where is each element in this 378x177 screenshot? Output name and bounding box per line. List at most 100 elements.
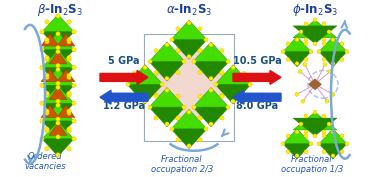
Circle shape — [56, 135, 60, 139]
Circle shape — [331, 154, 335, 158]
Text: $\beta$-In$_2$S$_3$: $\beta$-In$_2$S$_3$ — [37, 2, 83, 18]
Text: 8.0 GPa: 8.0 GPa — [236, 101, 278, 111]
Circle shape — [295, 154, 299, 158]
Circle shape — [192, 105, 196, 109]
Polygon shape — [309, 79, 321, 89]
Polygon shape — [215, 65, 251, 84]
Polygon shape — [42, 86, 74, 103]
Circle shape — [72, 30, 76, 34]
Circle shape — [322, 134, 326, 138]
Circle shape — [322, 114, 326, 118]
Polygon shape — [41, 34, 59, 46]
Circle shape — [176, 138, 180, 142]
Circle shape — [67, 75, 71, 80]
Circle shape — [176, 94, 180, 98]
Circle shape — [182, 59, 186, 64]
Circle shape — [40, 101, 44, 105]
Polygon shape — [42, 14, 74, 32]
Circle shape — [67, 73, 71, 78]
Circle shape — [56, 85, 60, 90]
Circle shape — [198, 116, 202, 120]
Circle shape — [304, 58, 308, 62]
Circle shape — [317, 50, 321, 54]
Circle shape — [209, 88, 213, 92]
Circle shape — [56, 14, 60, 18]
Circle shape — [317, 142, 321, 146]
Circle shape — [132, 71, 136, 76]
Circle shape — [165, 43, 169, 47]
Circle shape — [303, 62, 307, 67]
Circle shape — [304, 130, 308, 134]
Circle shape — [322, 130, 326, 134]
Circle shape — [56, 67, 60, 72]
Circle shape — [322, 58, 326, 62]
Circle shape — [67, 55, 71, 60]
Polygon shape — [42, 104, 74, 121]
Circle shape — [198, 48, 202, 53]
Circle shape — [45, 91, 49, 95]
Polygon shape — [319, 52, 347, 67]
Circle shape — [204, 38, 208, 42]
Text: $\phi$-In$_2$S$_3$: $\phi$-In$_2$S$_3$ — [292, 2, 338, 18]
Circle shape — [154, 71, 158, 76]
Circle shape — [340, 150, 344, 154]
Polygon shape — [149, 87, 185, 107]
Circle shape — [313, 42, 317, 46]
Circle shape — [226, 59, 230, 64]
Circle shape — [132, 93, 136, 97]
Polygon shape — [100, 70, 148, 84]
Circle shape — [72, 101, 76, 105]
Circle shape — [209, 76, 213, 81]
Polygon shape — [293, 118, 337, 136]
Circle shape — [72, 47, 76, 52]
Text: 1.2 GPa: 1.2 GPa — [103, 101, 145, 111]
Circle shape — [40, 30, 44, 34]
Polygon shape — [193, 107, 229, 127]
Polygon shape — [215, 84, 251, 104]
Circle shape — [67, 111, 71, 115]
Circle shape — [286, 134, 290, 138]
Circle shape — [187, 144, 191, 148]
Polygon shape — [293, 20, 337, 38]
Circle shape — [56, 103, 60, 107]
Polygon shape — [283, 144, 311, 159]
Circle shape — [345, 50, 349, 54]
Circle shape — [187, 110, 191, 114]
Circle shape — [56, 81, 60, 85]
Circle shape — [154, 48, 158, 53]
Polygon shape — [42, 139, 74, 156]
Polygon shape — [193, 62, 229, 81]
Circle shape — [322, 42, 326, 46]
Circle shape — [327, 30, 331, 34]
Circle shape — [187, 21, 191, 25]
Circle shape — [72, 65, 76, 70]
Polygon shape — [49, 52, 67, 64]
Circle shape — [231, 65, 235, 70]
Polygon shape — [42, 67, 74, 85]
Circle shape — [322, 38, 326, 42]
Polygon shape — [57, 34, 75, 46]
Polygon shape — [319, 144, 347, 159]
Circle shape — [242, 93, 246, 97]
Circle shape — [309, 142, 313, 146]
Circle shape — [231, 99, 235, 103]
Circle shape — [286, 58, 290, 62]
Circle shape — [56, 117, 60, 121]
Polygon shape — [233, 90, 281, 104]
Circle shape — [313, 134, 317, 138]
Circle shape — [304, 114, 308, 118]
Circle shape — [242, 71, 246, 76]
Polygon shape — [171, 129, 207, 149]
Polygon shape — [283, 52, 311, 67]
Polygon shape — [100, 90, 148, 104]
Circle shape — [170, 38, 174, 42]
Circle shape — [331, 38, 335, 42]
Polygon shape — [171, 40, 207, 59]
Circle shape — [154, 70, 158, 75]
Circle shape — [313, 110, 317, 114]
Polygon shape — [127, 65, 163, 84]
Circle shape — [220, 93, 224, 97]
Circle shape — [313, 18, 317, 22]
Circle shape — [45, 73, 49, 78]
Circle shape — [126, 82, 130, 86]
